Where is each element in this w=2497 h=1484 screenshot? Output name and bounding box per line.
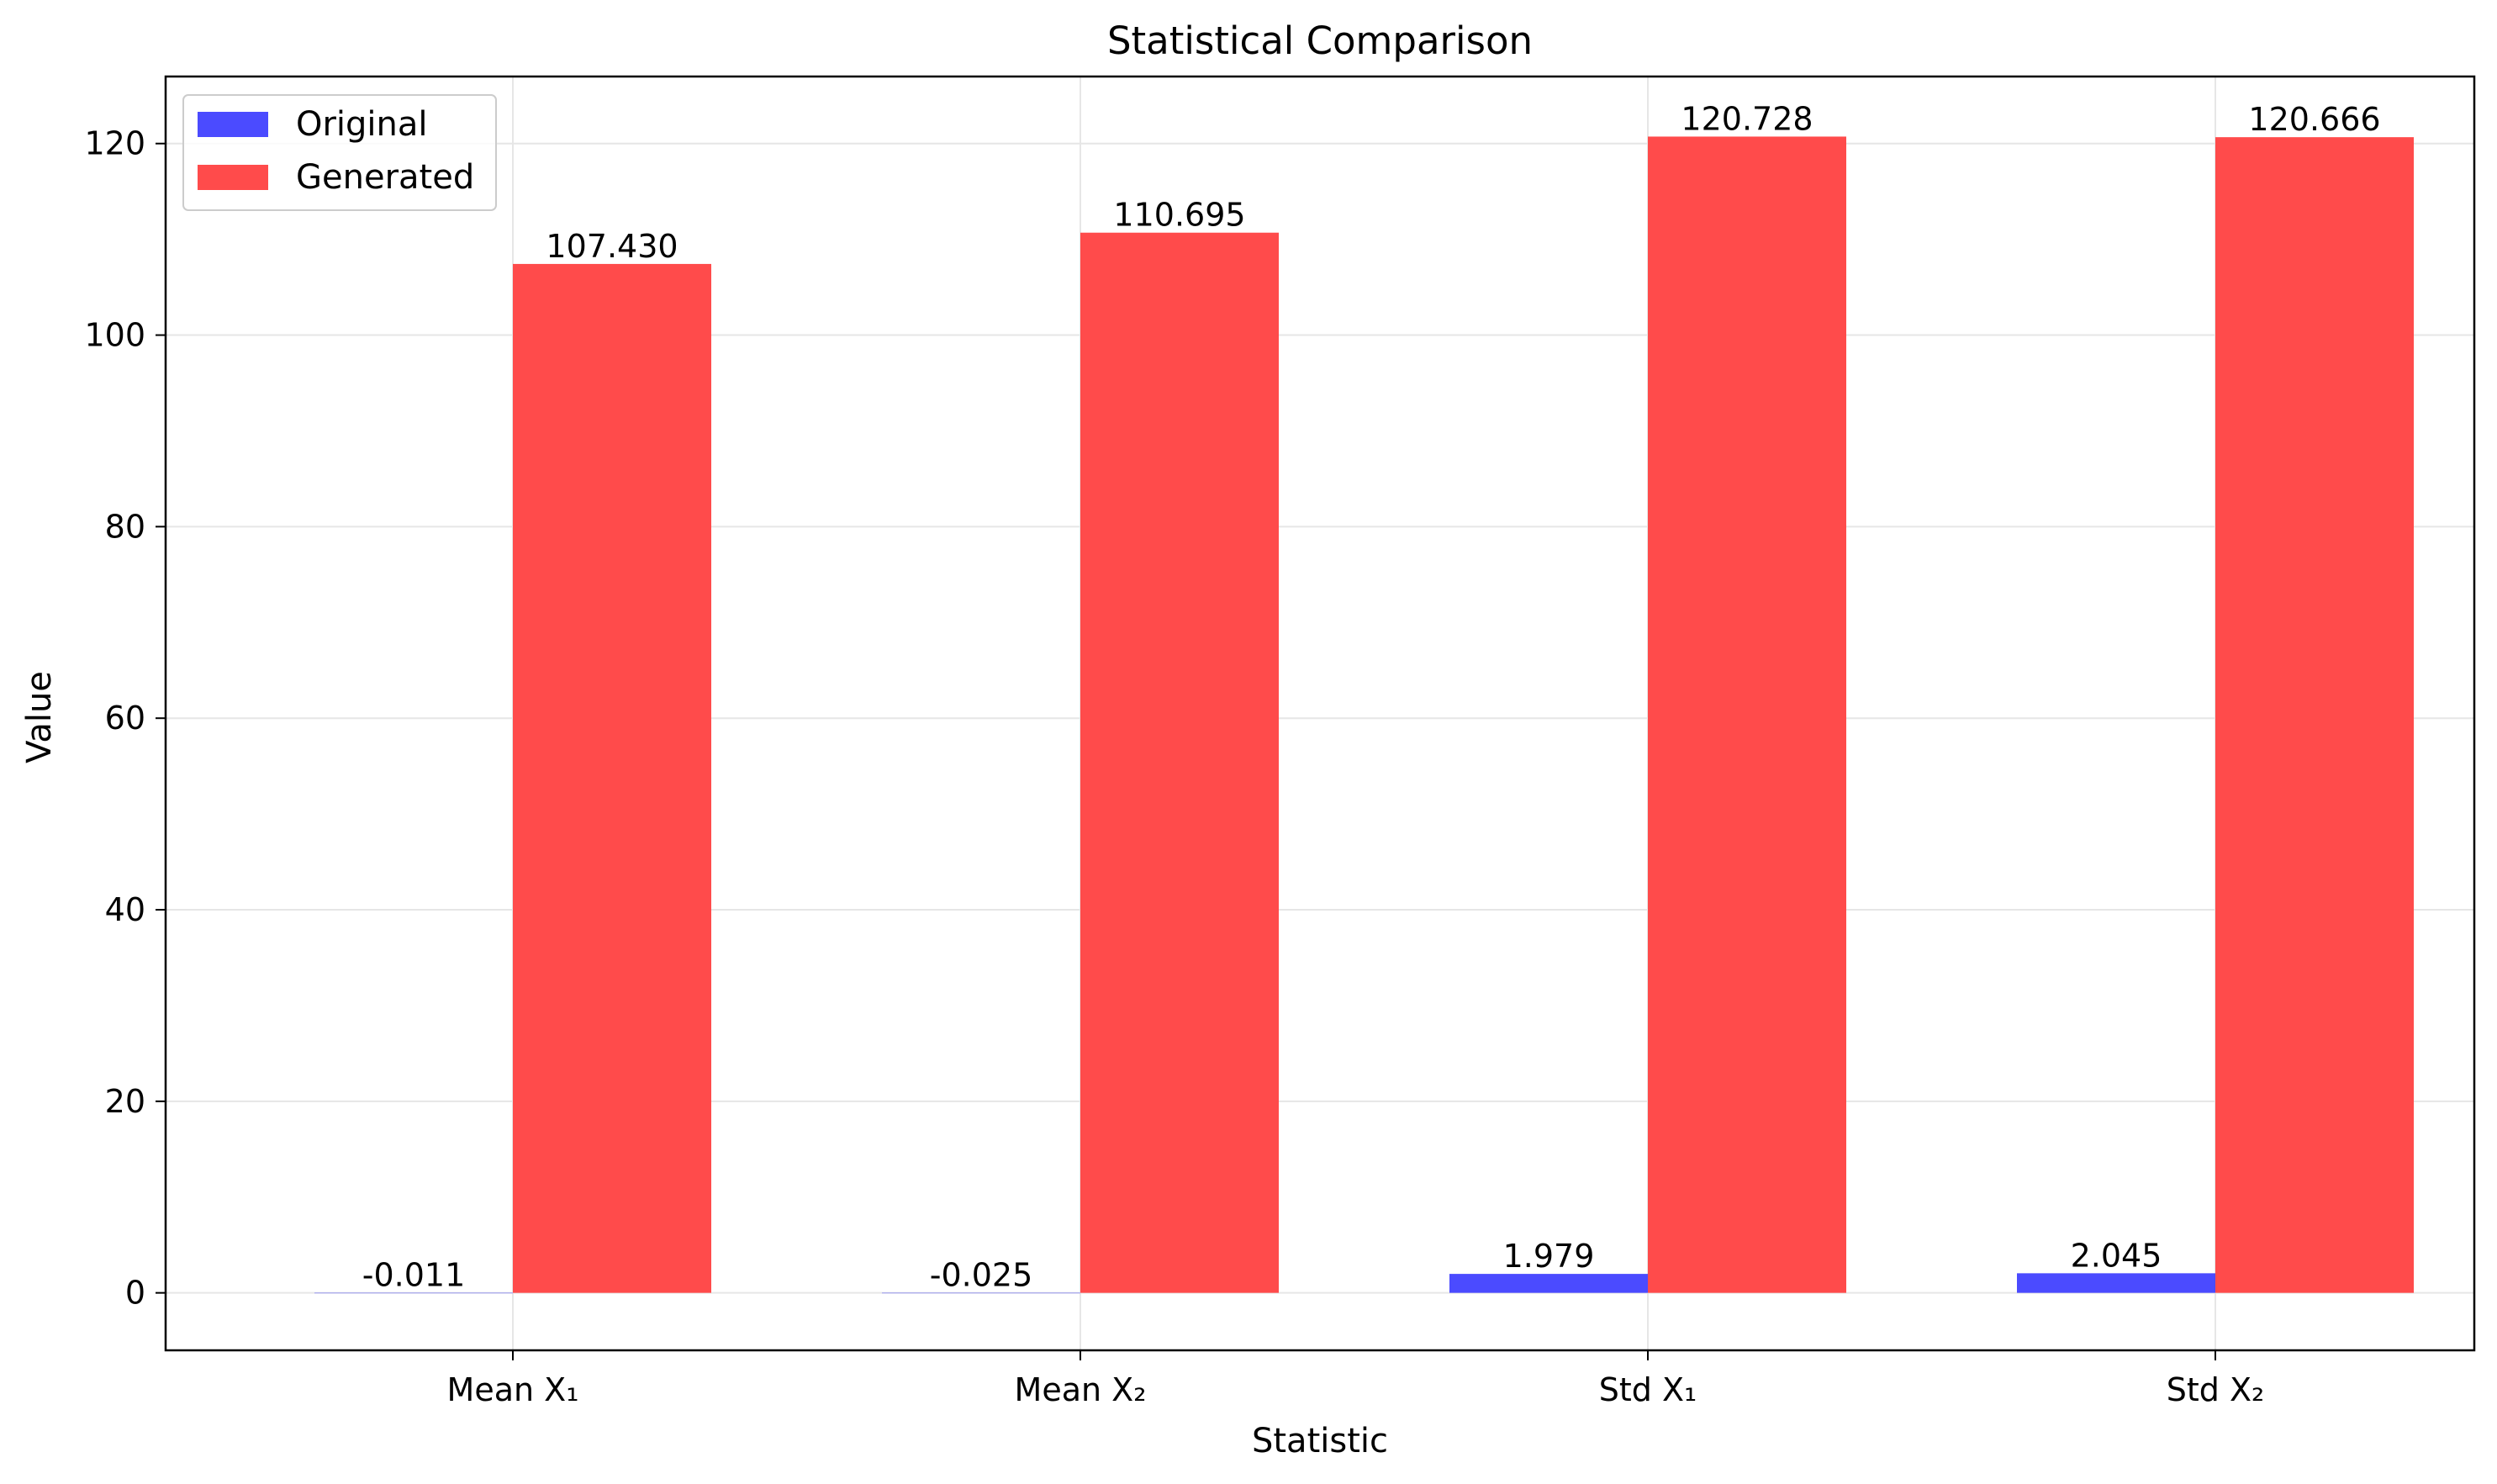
y-tick-label-60: 60 — [105, 700, 145, 737]
bar-original-mean-x2 — [882, 1292, 1080, 1294]
bar-value-labels: -0.011 -0.025 1.979 2.045 107.430 110.695 120.… — [362, 100, 2381, 1293]
y-tick-label-20: 20 — [105, 1083, 145, 1120]
plot-area-frame — [164, 75, 2476, 1352]
x-tick-label-mean-x2: Mean X₂ — [1015, 1371, 1147, 1408]
bar-label-generated-std-x2: 120.666 — [2248, 101, 2380, 138]
legend-label-original: Original — [296, 105, 428, 144]
x-axis-label: Statistic — [1252, 1422, 1388, 1460]
y-axis-ticks: 0 20 40 60 80 100 120 — [84, 125, 166, 1312]
x-tick-label-std-x1: Std X₁ — [1599, 1371, 1697, 1408]
bar-label-generated-mean-x1: 107.430 — [546, 228, 678, 265]
chart-title: Statistical Comparison — [1107, 18, 1533, 63]
legend: Original Generated — [182, 94, 497, 211]
y-tick-label-100: 100 — [84, 317, 145, 354]
bar-label-generated-mean-x2: 110.695 — [1113, 197, 1245, 234]
bar-generated-mean-x2 — [1080, 232, 1279, 1293]
bar-label-original-std-x1: 1.979 — [1503, 1238, 1595, 1275]
y-axis-label: Value — [20, 671, 59, 763]
legend-swatch-original — [198, 112, 268, 137]
y-tick-label-40: 40 — [105, 891, 145, 928]
y-tick-label-120: 120 — [84, 125, 145, 162]
bar-label-original-mean-x2: -0.025 — [930, 1257, 1033, 1294]
x-tick-label-mean-x1: Mean X₁ — [447, 1371, 579, 1408]
y-tick-label-0: 0 — [125, 1275, 145, 1312]
bar-original-std-x2 — [2017, 1273, 2215, 1293]
bar-label-original-mean-x1: -0.011 — [362, 1257, 466, 1294]
y-tick-label-80: 80 — [105, 508, 145, 545]
x-tick-label-std-x2: Std X₂ — [2167, 1371, 2265, 1408]
bars — [314, 136, 2414, 1294]
x-axis-ticks: Mean X₁ Mean X₂ Std X₁ Std X₂ — [447, 1350, 2265, 1408]
bar-original-mean-x1 — [314, 1292, 513, 1294]
bar-generated-mean-x1 — [513, 263, 711, 1293]
bar-label-generated-std-x1: 120.728 — [1681, 100, 1813, 137]
bar-original-std-x1 — [1449, 1274, 1648, 1293]
bar-generated-std-x1 — [1648, 136, 1846, 1293]
bar-label-original-std-x2: 2.045 — [2071, 1237, 2162, 1274]
legend-swatch-generated — [198, 165, 268, 190]
bar-generated-std-x2 — [2215, 137, 2414, 1293]
legend-label-generated: Generated — [296, 158, 474, 197]
